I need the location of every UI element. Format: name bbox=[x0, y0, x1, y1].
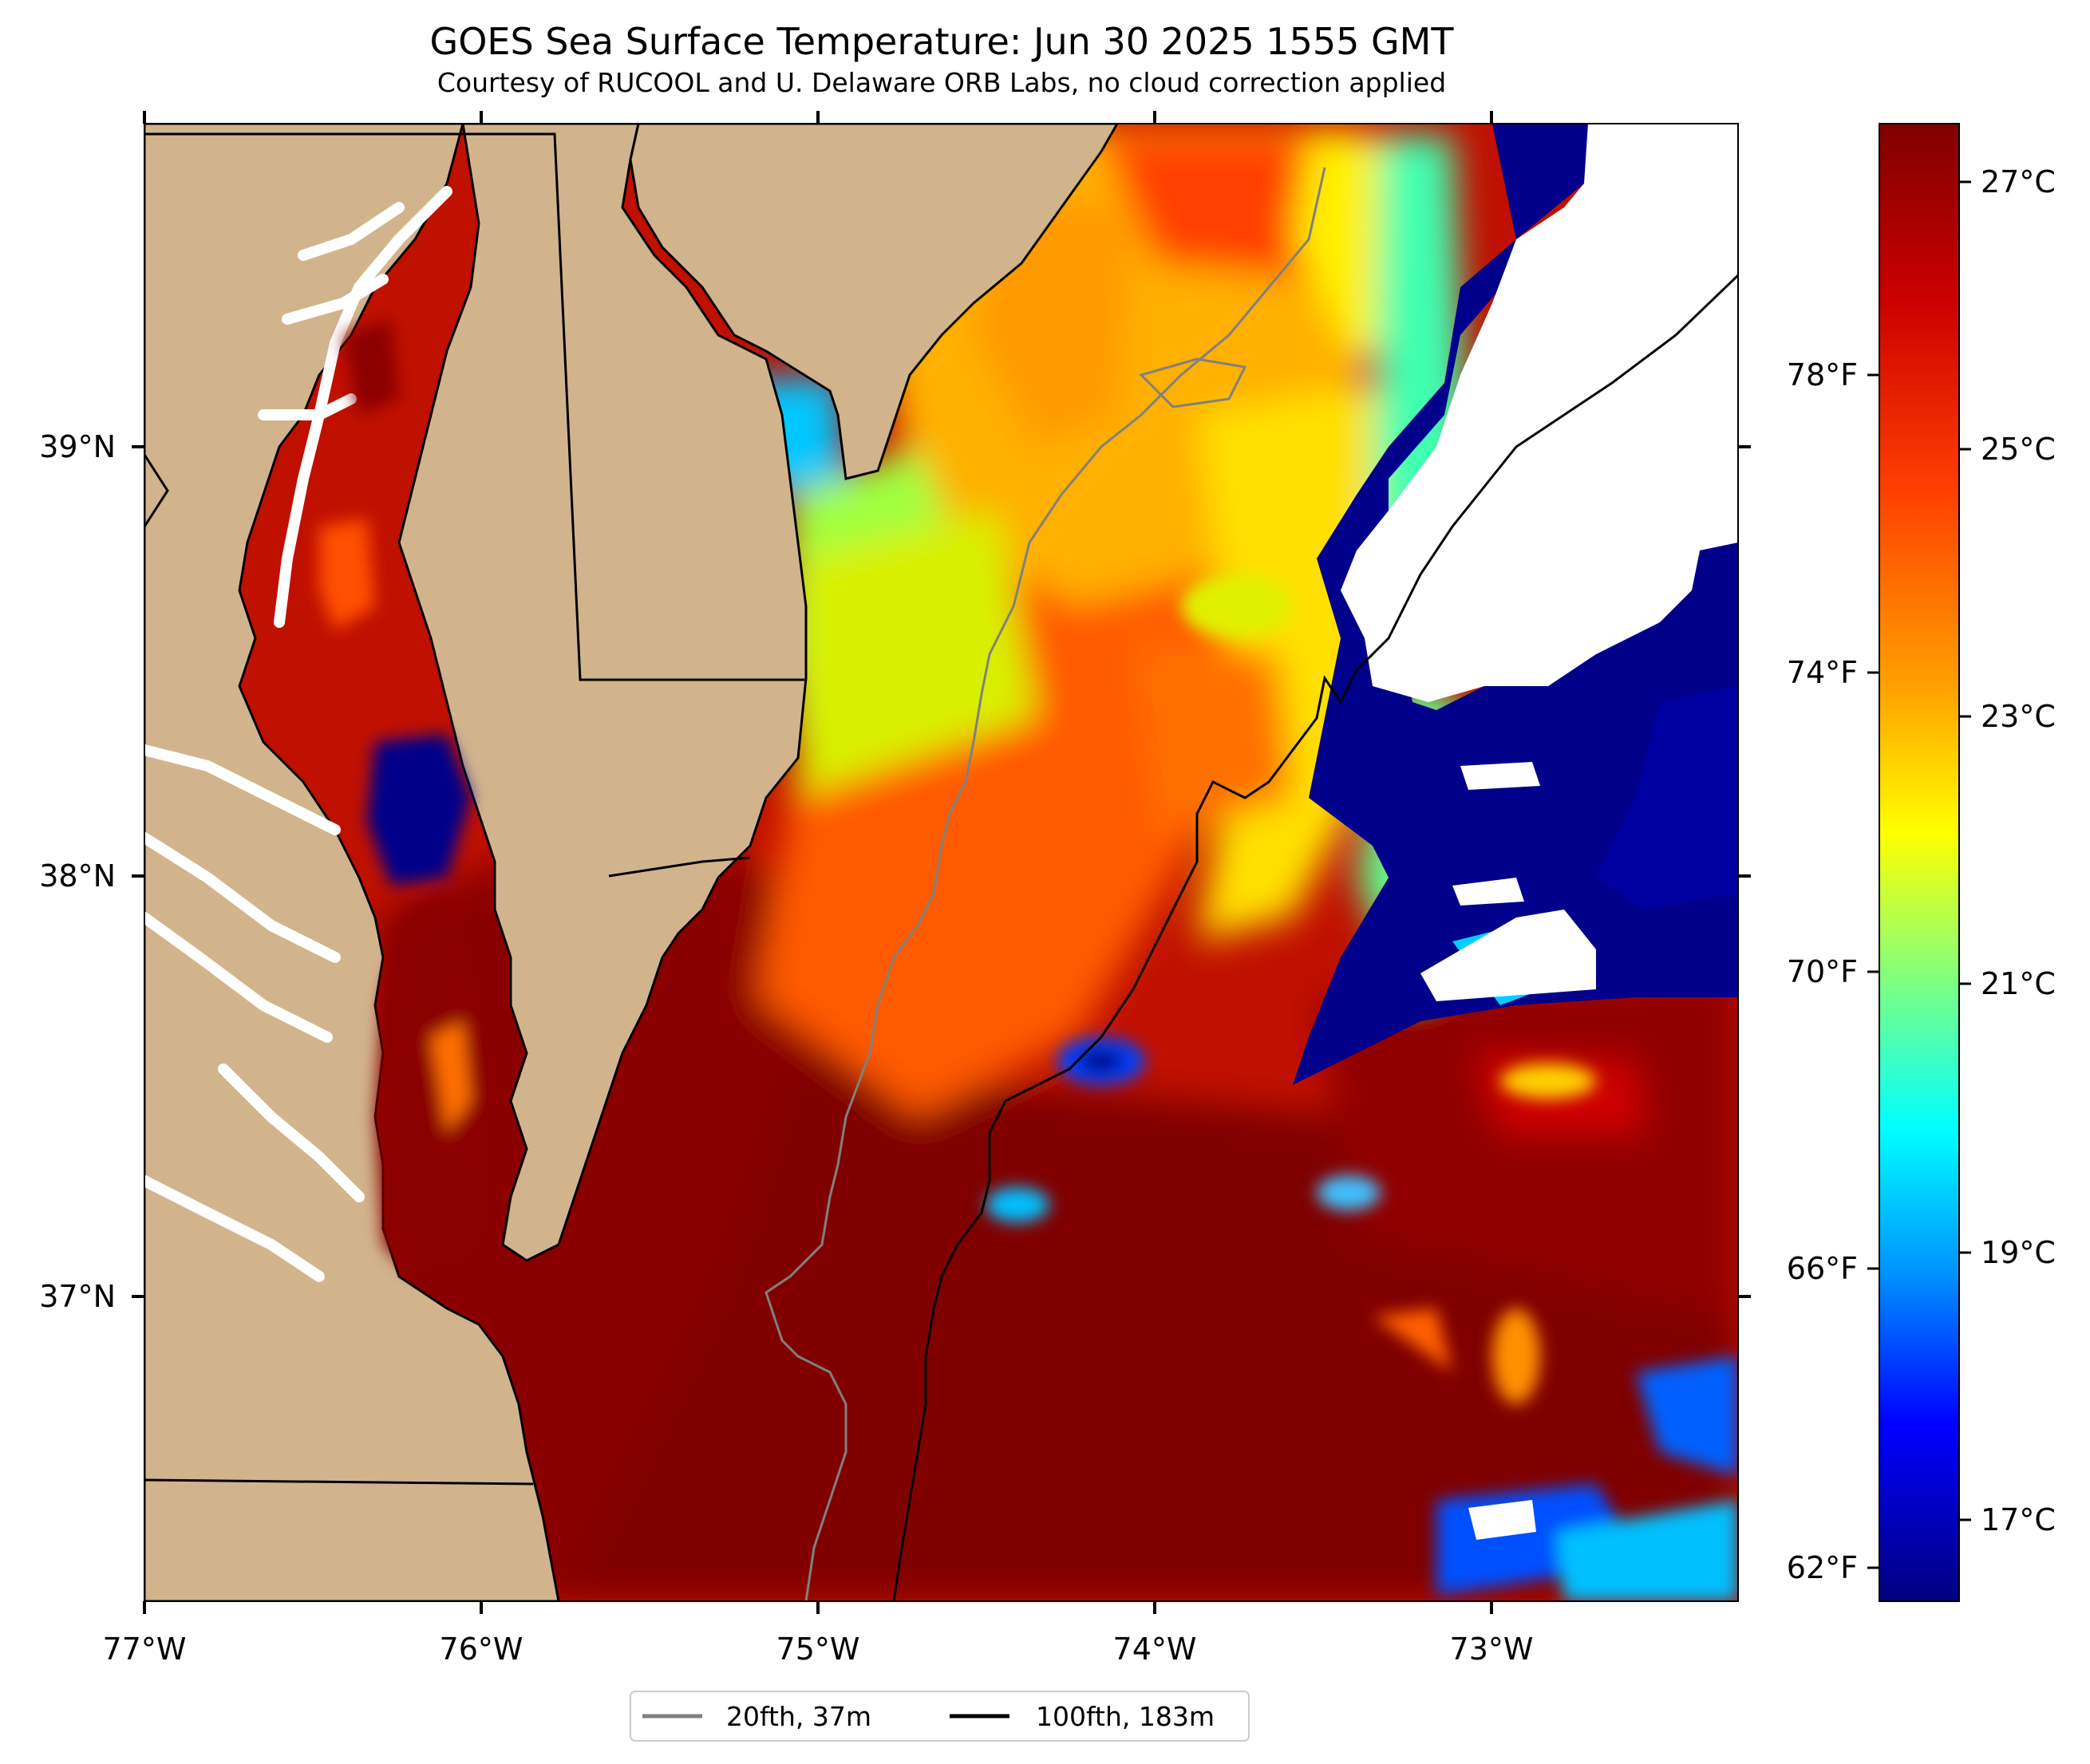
lon-ticks bbox=[132, 111, 1751, 1614]
colorbar-f-66: 66°F bbox=[1787, 1251, 1858, 1286]
colorbar-f-62: 62°F bbox=[1787, 1550, 1858, 1585]
legend-label-20fth: 20fth, 37m bbox=[726, 1701, 871, 1732]
cloud-mask bbox=[1341, 124, 1738, 1540]
isobath-100fth bbox=[892, 274, 1738, 1601]
land-delmarva bbox=[397, 124, 808, 1262]
lon-label-77w: 77°W bbox=[103, 1632, 187, 1667]
chesapeake-sst bbox=[319, 319, 495, 1277]
lon-label-73w: 73°W bbox=[1450, 1632, 1534, 1667]
colorbar-c-25: 25°C bbox=[1981, 432, 2056, 467]
colorbar-f-78: 78°F bbox=[1787, 357, 1858, 393]
map-title: GOES Sea Surface Temperature: Jun 30 202… bbox=[430, 20, 1455, 63]
rivers bbox=[144, 186, 452, 1282]
colorbar-c-27: 27°C bbox=[1981, 164, 2056, 199]
colorbar-c-17: 17°C bbox=[1981, 1502, 2056, 1537]
land-new-jersey bbox=[629, 124, 1119, 480]
colorbar-celsius-ticks bbox=[1959, 180, 1971, 1521]
legend: 20fth, 37m 100fth, 183m bbox=[630, 1691, 1250, 1742]
sst-cool-features bbox=[986, 574, 1738, 1601]
map-subtitle: Courtesy of RUCOOL and U. Delaware ORB L… bbox=[437, 67, 1446, 98]
colorbar bbox=[1879, 123, 1960, 1602]
lat-label-39n: 39°N bbox=[39, 429, 116, 464]
lon-label-76w: 76°W bbox=[440, 1632, 523, 1667]
plot-frame bbox=[144, 123, 1739, 1602]
colorbar-c-23: 23°C bbox=[1981, 699, 2056, 734]
legend-label-100fth: 100fth, 183m bbox=[1036, 1701, 1215, 1732]
lon-label-75w: 75°W bbox=[776, 1632, 860, 1667]
lon-label-74w: 74°W bbox=[1113, 1632, 1197, 1667]
isobath-20fth bbox=[764, 167, 1326, 1601]
sst-plot bbox=[144, 124, 1738, 1601]
lat-label-38n: 38°N bbox=[39, 858, 116, 894]
colorbar-f-70: 70°F bbox=[1787, 954, 1858, 989]
lat-label-37n: 37°N bbox=[39, 1279, 116, 1314]
state-borders bbox=[144, 132, 804, 1486]
colorbar-c-19: 19°C bbox=[1981, 1235, 2056, 1270]
colorbar-f-74: 74°F bbox=[1787, 655, 1858, 690]
colorbar-c-21: 21°C bbox=[1981, 966, 2056, 1001]
colorbar-fahrenheit-ticks bbox=[1867, 373, 1879, 1569]
